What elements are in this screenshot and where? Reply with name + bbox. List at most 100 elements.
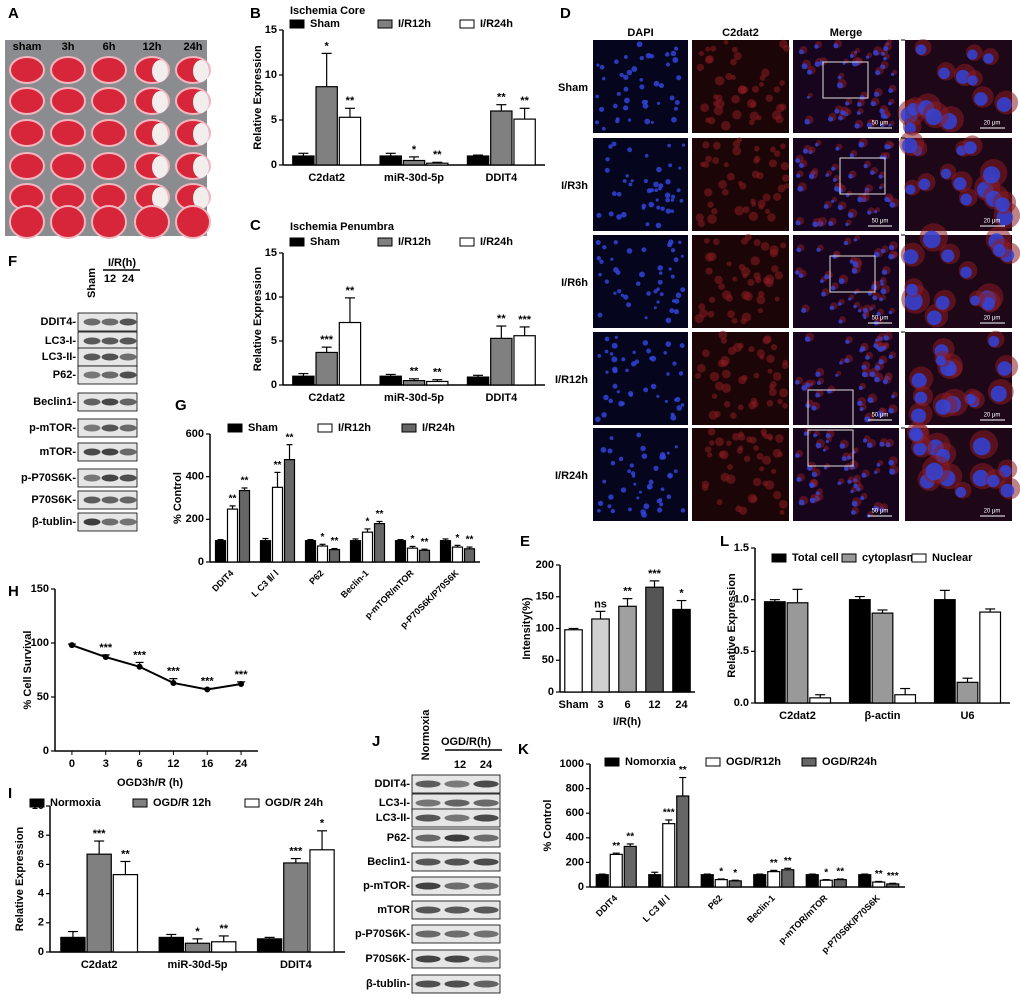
infarct [193,187,209,209]
cell [752,477,762,487]
bar [402,159,426,166]
nucleus [670,50,677,57]
y-tick-label: 15 [265,247,277,259]
error-bar [861,873,869,875]
nucleus [603,394,609,401]
nucleus [605,370,609,374]
nucleus [646,348,652,354]
nucleus [618,456,624,462]
nucleus [674,445,678,449]
nucleus [841,456,847,462]
nucleus [673,469,678,474]
band [83,518,101,526]
y-tick-label: 0 [548,686,554,698]
significance: ** [286,432,294,443]
nucleus [645,222,650,227]
cell [748,401,757,410]
band [473,906,499,914]
nucleus [816,381,821,385]
significance: ** [229,494,237,505]
nucleus [837,75,842,80]
nucleus [874,376,880,383]
error-bar [649,580,660,588]
nucleus [935,295,950,310]
band [473,980,499,988]
nucleus [641,453,648,459]
nucleus [653,465,659,471]
nucleus [888,88,893,93]
nucleus [851,500,858,507]
bar [418,549,431,563]
cell [773,150,781,157]
nucleus [835,373,839,377]
nucleus [918,178,931,191]
cell [780,242,787,249]
nucleus [664,192,671,199]
nucleus [596,256,601,261]
bar [513,335,536,386]
nucleus [657,279,663,285]
cell [781,362,789,370]
cell [772,372,782,381]
cell [771,468,777,475]
cell [759,81,765,87]
nucleus [844,101,850,106]
cell [709,440,715,446]
nucleus [663,351,667,355]
legend-swatch [705,757,721,767]
legend-label: Nomorxia [625,756,677,768]
error-bar [731,879,739,881]
cell [743,292,753,301]
x-tick-label: β-actin [864,710,900,722]
bar [645,586,664,693]
y-tick-label: 4 [38,888,45,900]
nucleus [636,432,642,438]
cell [714,275,723,285]
error-bar [241,487,248,491]
nucleus [888,254,894,260]
cell [762,455,772,465]
nucleus [650,120,654,124]
significance: ** [497,313,506,325]
cell [730,412,737,419]
bar [315,351,338,386]
cell [712,157,720,165]
nucleus [620,487,627,493]
band [101,474,119,482]
x-axis-label: OGD3h/R (h) [117,777,183,789]
nucleus [595,94,599,99]
scale-bar: 50 μm [872,121,889,127]
row-label: P62- [53,369,77,381]
nucleus [870,101,876,107]
error-bar [67,930,78,938]
legend-label: Nuclear [932,552,973,564]
panel-letter: C [250,217,261,234]
row-label: I/R24h [555,470,588,482]
cell [772,448,782,458]
y-tick-label: 0.5 [734,645,749,657]
nucleus [609,352,614,356]
bar [933,599,956,704]
nucleus [627,147,633,153]
error-bar [784,867,792,870]
significance: * [411,534,415,545]
error-bar [397,538,404,541]
nucleus [643,387,649,393]
significance: * [320,818,325,830]
nucleus [608,211,614,217]
significance: * [412,144,417,156]
error-bar [756,873,764,875]
nucleus [837,301,842,306]
band [473,858,499,866]
band [101,424,119,432]
legend-swatch [132,798,148,808]
bar [886,883,900,888]
band [444,906,470,914]
error-bar [317,830,328,850]
cell [711,208,718,215]
nucleus [883,45,889,52]
cell [705,56,713,64]
cell [738,433,746,441]
bar [848,599,871,704]
bar [426,162,449,166]
